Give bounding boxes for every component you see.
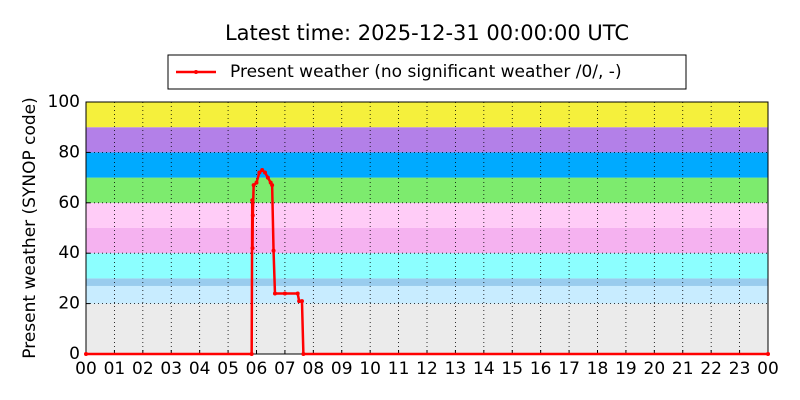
x-tick-label: 16 <box>530 359 552 379</box>
x-tick-label: 05 <box>217 359 239 379</box>
y-axis-label: Present weather (SYNOP code) <box>20 97 40 358</box>
background-band <box>86 127 768 153</box>
legend-box <box>167 54 687 90</box>
x-tick-label: 00 <box>75 359 97 379</box>
data-point <box>257 170 262 175</box>
data-point <box>301 352 306 356</box>
x-tick-label: 11 <box>388 359 410 379</box>
y-tick-label: 100 <box>48 92 80 112</box>
legend-marker <box>194 70 198 74</box>
x-tick-label: 22 <box>700 359 722 379</box>
x-tick-label: 03 <box>160 359 182 379</box>
x-tick-label: 02 <box>132 359 154 379</box>
data-point <box>254 180 259 185</box>
data-point <box>271 248 276 253</box>
y-tick-label: 20 <box>58 294 80 314</box>
x-tick-label: 12 <box>416 359 438 379</box>
data-point <box>297 299 302 304</box>
data-point <box>272 291 277 296</box>
data-point <box>250 246 255 251</box>
data-point <box>250 198 255 203</box>
legend-label: Present weather (no significant weather … <box>230 62 622 82</box>
data-point <box>270 183 275 188</box>
y-tick-label: 0 <box>69 344 80 364</box>
x-tick-label: 23 <box>729 359 751 379</box>
background-band <box>86 303 768 354</box>
data-point <box>766 352 770 356</box>
background-band <box>86 152 768 178</box>
y-tick-label: 80 <box>58 142 80 162</box>
data-point <box>299 299 304 304</box>
data-point <box>249 352 254 356</box>
data-point <box>84 352 88 356</box>
data-point <box>265 175 270 180</box>
x-tick-label: 10 <box>359 359 381 379</box>
data-point <box>263 170 268 175</box>
x-tick-label: 04 <box>189 359 211 379</box>
y-tick-label: 60 <box>58 193 80 213</box>
x-tick-label: 21 <box>672 359 694 379</box>
x-tick-label: 14 <box>473 359 495 379</box>
x-tick-label: 01 <box>104 359 126 379</box>
x-tick-label: 19 <box>615 359 637 379</box>
x-tick-label: 15 <box>501 359 523 379</box>
x-tick-label: 09 <box>331 359 353 379</box>
y-tick-label: 40 <box>58 243 80 263</box>
x-tick-label: 18 <box>587 359 609 379</box>
chart-title: Latest time: 2025-12-31 00:00:00 UTC <box>225 21 629 45</box>
x-tick-label: 13 <box>445 359 467 379</box>
x-tick-label: 08 <box>303 359 325 379</box>
x-tick-label: 06 <box>246 359 268 379</box>
x-tick-label: 07 <box>274 359 296 379</box>
x-tick-label: 17 <box>558 359 580 379</box>
background-band <box>86 228 768 254</box>
data-point <box>295 291 300 296</box>
x-tick-label: 00 <box>757 359 779 379</box>
data-point <box>250 213 255 218</box>
data-point <box>251 183 256 188</box>
x-tick-label: 20 <box>644 359 666 379</box>
data-point <box>282 291 287 296</box>
data-point <box>260 168 265 173</box>
